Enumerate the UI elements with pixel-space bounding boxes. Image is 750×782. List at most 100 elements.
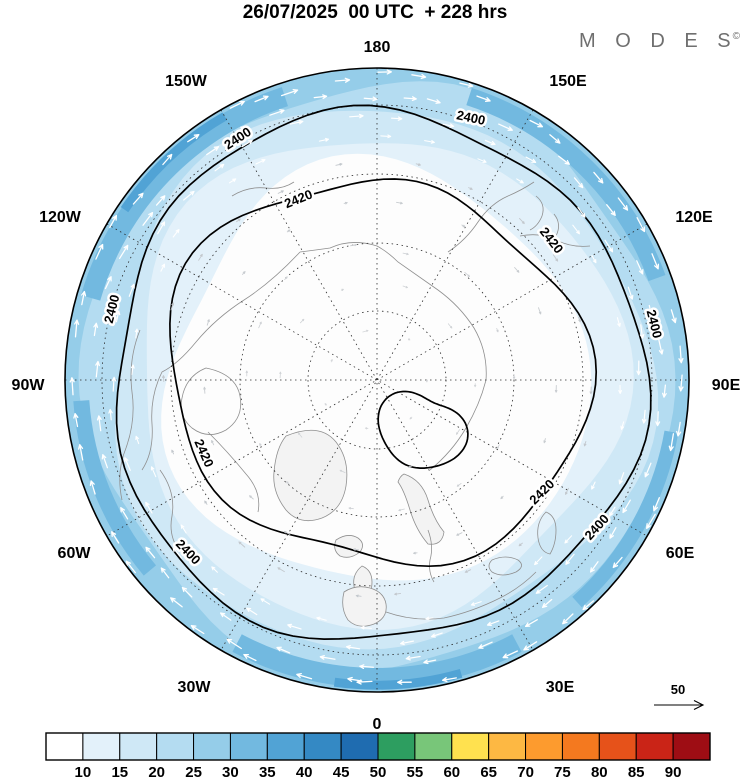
coastline bbox=[447, 181, 535, 253]
wind-arrow bbox=[160, 263, 166, 272]
wind-arrow bbox=[400, 640, 414, 646]
colorbar-tick-label: 15 bbox=[111, 764, 128, 781]
wind-arrow bbox=[155, 195, 166, 206]
wind-arrow bbox=[211, 566, 218, 573]
wind-arrow bbox=[496, 328, 499, 333]
wind-arrow bbox=[289, 119, 304, 125]
height-contours bbox=[115, 104, 652, 640]
wind-arrow bbox=[229, 100, 245, 109]
wind-arrow bbox=[170, 302, 175, 311]
wind-arrow bbox=[609, 527, 617, 539]
colorbar-cell bbox=[193, 732, 231, 761]
wind-arrow bbox=[523, 641, 538, 651]
wind-arrow bbox=[245, 370, 248, 377]
wind-arrow bbox=[300, 318, 305, 324]
wind-arrow bbox=[558, 155, 570, 165]
wind-arrow bbox=[128, 283, 135, 297]
wind-arrow bbox=[243, 653, 257, 662]
wind-arrow bbox=[565, 487, 569, 495]
wind-arrow bbox=[468, 187, 473, 190]
map-boundary-circle bbox=[64, 67, 690, 693]
wind-arrow bbox=[347, 676, 363, 683]
coastline bbox=[488, 556, 522, 576]
wind-arrow bbox=[286, 481, 290, 485]
colorbar-tick-label: 25 bbox=[185, 764, 202, 781]
wind-arrow bbox=[606, 204, 616, 216]
colorbar-cell bbox=[635, 732, 674, 761]
wind-arrow bbox=[402, 252, 409, 256]
wind-arrow bbox=[77, 444, 84, 461]
wind-arrow bbox=[502, 650, 519, 659]
wind-arrow bbox=[396, 201, 403, 205]
wind-arrow bbox=[578, 316, 581, 323]
wind-arrow bbox=[353, 548, 360, 551]
wind-arrow bbox=[363, 96, 378, 102]
wind-arrow bbox=[377, 69, 392, 75]
colorbar-tick-label: 55 bbox=[407, 764, 424, 781]
wind-arrow bbox=[319, 654, 336, 660]
wind-arrow bbox=[284, 276, 288, 280]
wind-arrow bbox=[425, 379, 428, 383]
colorbar-cell bbox=[561, 732, 600, 761]
colorbar-tick-label: 30 bbox=[222, 764, 239, 781]
wind-arrow bbox=[589, 561, 599, 573]
wind-arrow bbox=[242, 271, 246, 275]
colorbar: 10 15 20 25 30 35 40 45 50 55 60 65 70 75 80 85 90 bbox=[45, 732, 711, 781]
coastlines bbox=[119, 181, 591, 627]
wind-arrow bbox=[335, 163, 343, 166]
wind-arrow bbox=[260, 598, 271, 605]
wind-arrow bbox=[330, 359, 333, 363]
wind-arrow bbox=[639, 324, 645, 339]
colorbar-cell bbox=[451, 732, 490, 761]
wind-arrow bbox=[652, 497, 660, 512]
wind-arrow bbox=[211, 440, 215, 446]
wind-arrow bbox=[111, 531, 120, 544]
colorbar-cell bbox=[672, 732, 711, 761]
wind-arrow bbox=[426, 98, 441, 104]
wind-arrow bbox=[276, 646, 291, 654]
wind-arrow bbox=[120, 507, 129, 520]
wind-arrow bbox=[464, 272, 470, 277]
colorbar-tick-label: 65 bbox=[480, 764, 497, 781]
wind-arrow bbox=[380, 134, 392, 139]
wind-arrow bbox=[339, 469, 346, 473]
wind-arrow bbox=[591, 255, 597, 264]
colorbar-tick-label: 75 bbox=[554, 764, 571, 781]
longitude-labels: 180 150W 150E 120W 120E 90W 90E 60W 60E … bbox=[12, 39, 741, 733]
wind-arrow bbox=[486, 620, 500, 626]
wind-arrow bbox=[334, 77, 351, 83]
wind-arrow bbox=[478, 641, 493, 649]
colorbar-tick-label: 70 bbox=[517, 764, 534, 781]
wind-arrow bbox=[477, 158, 487, 163]
wind-speed-patch bbox=[333, 668, 463, 690]
wind-arrow bbox=[529, 119, 544, 128]
wind-arrow bbox=[636, 260, 644, 275]
wind-arrow bbox=[162, 375, 165, 382]
colorbar-cell bbox=[525, 732, 563, 761]
lon-label-150w: 150W bbox=[165, 73, 208, 90]
wind-arrow bbox=[183, 190, 195, 201]
wind-speed-shading bbox=[65, 68, 689, 692]
wind-arrow bbox=[104, 276, 112, 290]
wind-arrow bbox=[145, 501, 153, 514]
wind-arrow bbox=[572, 224, 580, 235]
wind-arrow bbox=[651, 253, 660, 270]
wind-arrow bbox=[405, 655, 421, 661]
wind-arrow bbox=[181, 586, 193, 598]
wind-arrow bbox=[170, 597, 183, 608]
wind-arrow bbox=[618, 384, 623, 395]
wind-arrow bbox=[132, 192, 144, 205]
wind-arrow bbox=[644, 462, 652, 478]
wind-arrow bbox=[456, 483, 462, 487]
wind-arrow bbox=[359, 664, 375, 670]
coastline bbox=[159, 469, 181, 553]
wind-scale-label: 50 bbox=[671, 682, 685, 697]
wind-arrow bbox=[408, 338, 411, 341]
wind-arrow bbox=[172, 547, 182, 559]
wind-arrow bbox=[360, 625, 372, 630]
wind-arrow bbox=[236, 218, 241, 223]
wind-arrow bbox=[627, 286, 634, 300]
coastline bbox=[427, 529, 435, 583]
coastline bbox=[529, 195, 544, 231]
wind-arrow bbox=[496, 444, 500, 450]
